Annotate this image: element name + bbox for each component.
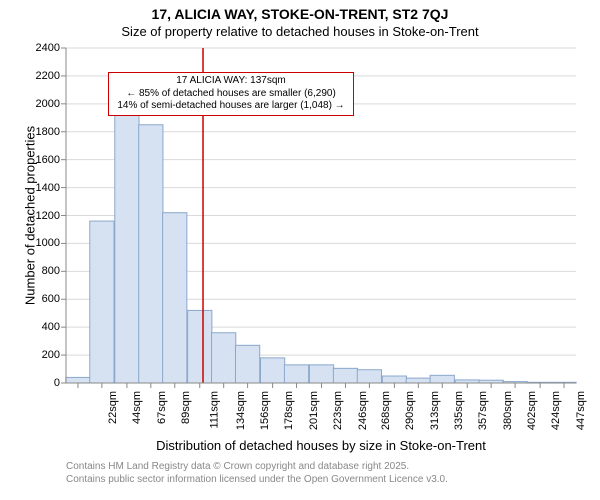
histogram-bar [115, 109, 139, 383]
x-tick-label: 380sqm [502, 391, 514, 430]
footer-line-1: Contains HM Land Registry data © Crown c… [66, 461, 409, 472]
x-tick-label: 246sqm [357, 391, 369, 430]
x-tick-label: 313sqm [430, 391, 442, 430]
x-tick-label: 67sqm [156, 391, 168, 424]
histogram-bar [163, 213, 187, 383]
x-tick-label: 268sqm [381, 391, 393, 430]
y-tick-label: 200 [28, 349, 60, 361]
y-tick-label: 1000 [28, 237, 60, 249]
y-tick-label: 1200 [28, 210, 60, 222]
x-tick-label: 22sqm [107, 391, 119, 424]
y-tick-label: 0 [28, 377, 60, 389]
x-tick-label: 111sqm [208, 391, 220, 429]
histogram-bar [188, 310, 212, 383]
y-tick-label: 1800 [28, 126, 60, 138]
chart-container: 17, ALICIA WAY, STOKE-ON-TRENT, ST2 7QJ … [0, 0, 600, 500]
histogram-bar [382, 376, 406, 383]
x-tick-label: 201sqm [308, 391, 320, 430]
annotation-line-1: 17 ALICIA WAY: 137sqm [113, 75, 349, 88]
histogram-bar [66, 377, 90, 383]
y-tick-label: 1400 [28, 182, 60, 194]
histogram-bar [333, 368, 357, 383]
histogram-bar [260, 358, 284, 383]
y-tick-label: 600 [28, 293, 60, 305]
x-tick-label: 447sqm [575, 391, 587, 430]
x-tick-label: 178sqm [283, 391, 295, 430]
y-tick-label: 2400 [28, 42, 60, 54]
x-tick-label: 335sqm [453, 391, 465, 430]
histogram-bar [235, 345, 259, 383]
x-tick-label: 424sqm [550, 391, 562, 430]
y-tick-label: 2000 [28, 98, 60, 110]
histogram-bar [309, 365, 333, 383]
histogram-bar [284, 365, 308, 383]
x-tick-label: 156sqm [259, 391, 271, 430]
histogram-bar [357, 370, 381, 383]
x-tick-label: 44sqm [131, 391, 143, 424]
y-tick-label: 2200 [28, 70, 60, 82]
histogram-bar [430, 375, 454, 383]
annotation-box: 17 ALICIA WAY: 137sqm ← 85% of detached … [108, 72, 354, 116]
histogram-bar [139, 125, 163, 383]
histogram-bar [212, 333, 236, 383]
x-tick-label: 223sqm [332, 391, 344, 430]
chart-subtitle: Size of property relative to detached ho… [0, 24, 600, 39]
y-tick-label: 400 [28, 321, 60, 333]
footer-line-2: Contains public sector information licen… [66, 474, 448, 485]
histogram-bar [90, 221, 114, 383]
x-tick-label: 357sqm [477, 391, 489, 430]
y-tick-label: 800 [28, 265, 60, 277]
x-axis-label: Distribution of detached houses by size … [66, 438, 576, 453]
x-tick-label: 89sqm [180, 391, 192, 424]
y-tick-label: 1600 [28, 154, 60, 166]
chart-title: 17, ALICIA WAY, STOKE-ON-TRENT, ST2 7QJ [0, 6, 600, 22]
histogram-bar [406, 378, 430, 383]
annotation-line-2: ← 85% of detached houses are smaller (6,… [113, 88, 349, 101]
x-tick-label: 290sqm [405, 391, 417, 430]
annotation-line-3: 14% of semi-detached houses are larger (… [113, 100, 349, 113]
x-tick-label: 402sqm [526, 391, 538, 430]
x-tick-label: 134sqm [235, 391, 247, 430]
